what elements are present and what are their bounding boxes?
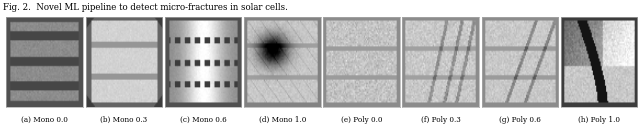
Text: Fig. 2.  Novel ML pipeline to detect micro-fractures in solar cells.: Fig. 2. Novel ML pipeline to detect micr…: [3, 3, 288, 12]
Text: (h) Poly 1.0: (h) Poly 1.0: [578, 116, 620, 124]
Text: (c) Mono 0.6: (c) Mono 0.6: [180, 116, 227, 124]
Text: (a) Mono 0.0: (a) Mono 0.0: [21, 116, 68, 124]
Text: (b) Mono 0.3: (b) Mono 0.3: [100, 116, 147, 124]
Text: (d) Mono 1.0: (d) Mono 1.0: [259, 116, 306, 124]
Text: (f) Poly 0.3: (f) Poly 0.3: [421, 116, 461, 124]
Text: (e) Poly 0.0: (e) Poly 0.0: [340, 116, 382, 124]
Text: (g) Poly 0.6: (g) Poly 0.6: [499, 116, 541, 124]
